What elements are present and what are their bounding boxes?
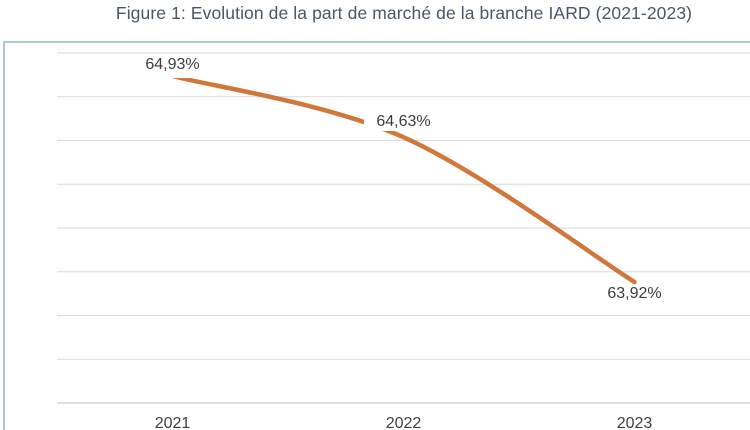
x-axis-label-2021: 2021 [154,415,191,430]
figure-title: Figure 1: Evolution de la part de marché… [115,3,693,23]
x-axis-label-2023: 2023 [616,415,653,430]
data-label-2023: 63,92% [594,285,675,303]
chart-frame [3,41,750,430]
data-label-2022: 64,63% [363,113,444,131]
data-label-2021: 64,93% [132,56,213,78]
series-line [170,73,637,285]
x-axis-label-2022: 2022 [385,415,422,430]
